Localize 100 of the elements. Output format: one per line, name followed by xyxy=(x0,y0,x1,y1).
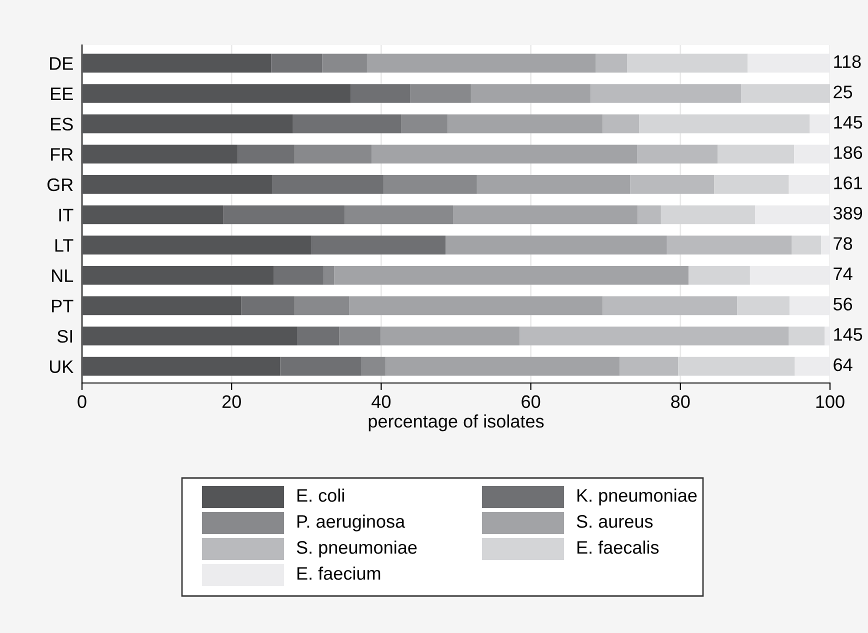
text: 74 xyxy=(834,268,852,280)
bar xyxy=(520,326,789,346)
bar xyxy=(788,326,825,346)
bar xyxy=(410,84,471,103)
bar xyxy=(272,175,384,194)
text: 78 xyxy=(834,237,852,250)
y-tick-label: UK xyxy=(50,360,74,374)
text: 56 xyxy=(834,298,852,311)
bar xyxy=(350,84,410,103)
legend-label: E. coli xyxy=(297,488,344,502)
bar xyxy=(271,54,322,73)
bar xyxy=(324,266,334,285)
bar xyxy=(344,205,454,224)
bar xyxy=(82,144,238,164)
bar xyxy=(714,175,789,194)
text: 161 xyxy=(834,176,862,190)
x-axis-title: percentage of isolates xyxy=(368,414,544,432)
bar xyxy=(292,114,402,134)
bar xyxy=(280,356,362,376)
bar xyxy=(383,175,477,194)
bar xyxy=(596,54,628,73)
bar xyxy=(660,205,756,224)
bar xyxy=(241,296,294,316)
text: 25 xyxy=(834,86,852,98)
x-tick-label: 40 xyxy=(372,395,391,408)
y-tick-label: SI xyxy=(57,330,72,343)
bar xyxy=(718,144,794,164)
bar xyxy=(322,54,367,73)
bar xyxy=(688,266,750,285)
bar xyxy=(448,114,603,134)
legend-label: S. aureus xyxy=(576,515,653,528)
bar xyxy=(82,326,298,346)
bar xyxy=(740,84,830,103)
y-tick-label: DE xyxy=(50,57,73,70)
y-tick-label: NL xyxy=(52,270,74,282)
bar xyxy=(82,266,274,285)
y-tick-label: ES xyxy=(51,118,73,131)
x-tick-label: 80 xyxy=(671,395,690,408)
bar xyxy=(312,236,446,254)
y-tick-label: PT xyxy=(52,300,74,312)
bar xyxy=(294,296,350,316)
bar xyxy=(82,175,272,194)
bar xyxy=(792,236,822,254)
text: 145 xyxy=(834,116,862,129)
bar xyxy=(386,356,620,376)
text: 145 xyxy=(834,328,862,341)
y-tick-label: IT xyxy=(59,208,74,222)
bar xyxy=(273,266,324,285)
bar xyxy=(82,356,280,376)
legend-label: E. faecium xyxy=(297,566,380,580)
bar xyxy=(590,84,741,103)
bar xyxy=(371,144,638,164)
bar xyxy=(339,326,380,346)
x-tick-label: 60 xyxy=(522,395,540,408)
text: 64 xyxy=(834,358,852,372)
text: 118 xyxy=(834,55,861,68)
legend-label: E. faecalis xyxy=(577,540,659,554)
bar xyxy=(666,236,792,254)
bar xyxy=(366,54,596,73)
x-tick-label: 20 xyxy=(222,395,241,408)
bar xyxy=(630,175,714,194)
y-tick-label: FR xyxy=(51,148,73,161)
bar xyxy=(678,356,795,376)
y-tick-label: GR xyxy=(47,178,73,192)
bar xyxy=(620,356,678,376)
bar xyxy=(223,205,345,224)
bar xyxy=(602,296,738,316)
bar xyxy=(401,114,448,134)
bar xyxy=(82,296,242,316)
bar xyxy=(82,114,293,134)
bar xyxy=(637,144,718,164)
bar xyxy=(639,114,810,134)
bar xyxy=(476,175,630,194)
bar xyxy=(349,296,603,316)
bar xyxy=(82,236,312,254)
bar xyxy=(297,326,340,346)
text: 389 xyxy=(833,206,862,220)
bar xyxy=(602,114,640,134)
text: 186 xyxy=(834,146,862,159)
bar xyxy=(238,144,294,164)
bar xyxy=(362,356,386,376)
bar xyxy=(334,266,689,285)
bar xyxy=(638,205,661,224)
bar xyxy=(446,236,667,254)
bar xyxy=(380,326,520,346)
y-tick-label: EE xyxy=(51,88,73,100)
bar xyxy=(82,54,272,73)
legend-label: S. pneumoniae xyxy=(296,540,417,558)
bar xyxy=(453,205,638,224)
bar xyxy=(737,296,790,316)
x-tick-label: 0 xyxy=(78,395,86,408)
y-tick-label: LT xyxy=(55,239,74,252)
bar xyxy=(294,144,372,164)
bar xyxy=(470,84,591,103)
legend-label: P. aeruginosa xyxy=(297,514,406,532)
bar xyxy=(82,205,224,224)
bar xyxy=(82,84,351,103)
legend-label: K. pneumoniae xyxy=(577,488,697,506)
x-tick-label: 100 xyxy=(816,395,844,408)
bar xyxy=(627,54,748,73)
